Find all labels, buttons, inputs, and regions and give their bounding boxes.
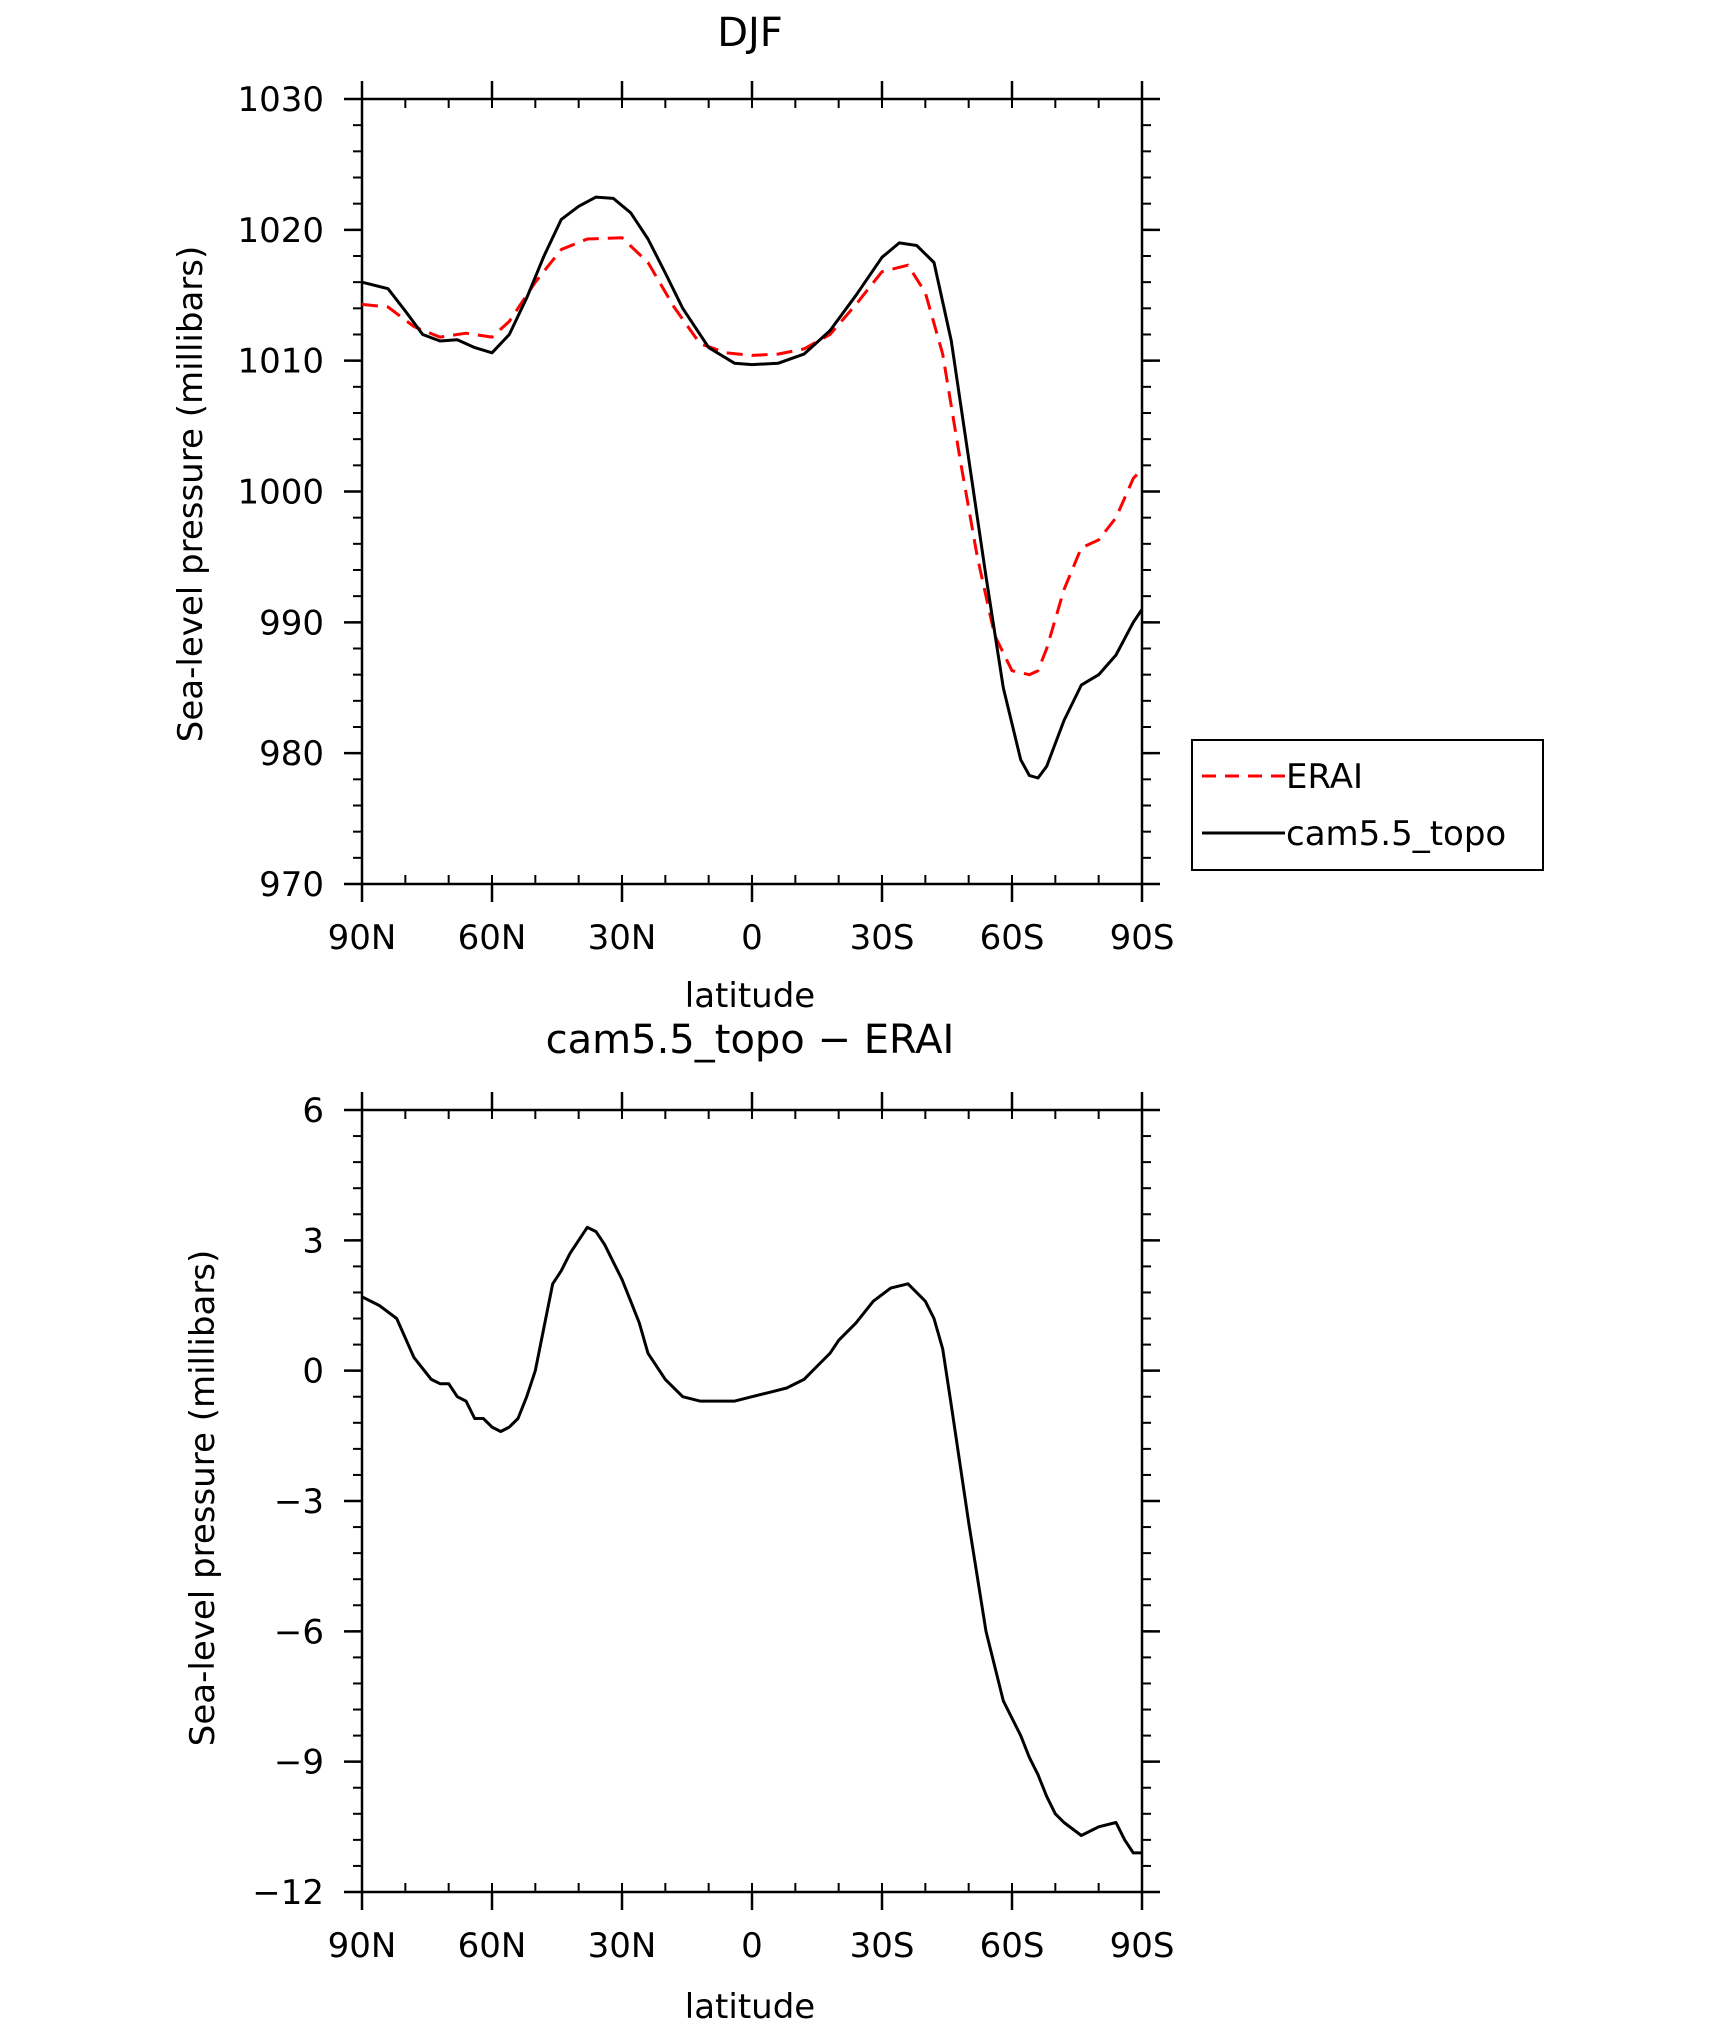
x-tick-labels: 90N 60N 30N 0 30S 60S 90S xyxy=(328,1926,1175,1966)
y-tick-labels: 970 980 990 1000 1010 1020 1030 xyxy=(237,80,324,905)
x-tick-label: 30N xyxy=(588,1926,657,1966)
x-axis-label: latitude xyxy=(685,1987,815,2021)
y-tick-label: 6 xyxy=(302,1091,324,1131)
difference-chart: cam5.5_topo − ERAI 90N 60N 30N 0 30S 60S 90S 6… xyxy=(183,1017,1174,2021)
y-tick-label: 990 xyxy=(259,603,324,643)
x-tick-label: 30N xyxy=(588,918,657,958)
x-tick-label: 90N xyxy=(328,918,397,958)
legend-label-erai: ERAI xyxy=(1286,757,1363,797)
x-tick-label: 90N xyxy=(328,1926,397,1966)
x-tick-label: 60S xyxy=(980,1926,1045,1966)
legend-box xyxy=(1191,739,1544,871)
axes-frame xyxy=(344,1092,1160,1910)
y-tick-label: −12 xyxy=(252,1873,324,1913)
x-tick-label: 90S xyxy=(1110,918,1175,958)
chart-title: DJF xyxy=(717,10,783,56)
y-tick-labels: 6 3 0 −3 −6 −9 −12 xyxy=(252,1091,324,1913)
x-tick-label: 30S xyxy=(850,1926,915,1966)
x-tick-label: 60S xyxy=(980,918,1045,958)
series-lines xyxy=(361,195,1144,780)
x-axis-label: latitude xyxy=(685,976,815,1016)
series-line xyxy=(361,1225,1142,1855)
y-tick-label: 1030 xyxy=(237,80,324,120)
y-tick-label: −6 xyxy=(274,1612,324,1652)
x-tick-labels: 90N 60N 30N 0 30S 60S 90S xyxy=(328,918,1175,958)
y-tick-label: 3 xyxy=(302,1221,324,1261)
legend: ERAI cam5.5_topo xyxy=(1191,739,1544,871)
x-tick-label: 60N xyxy=(458,918,527,958)
series-lines xyxy=(361,1225,1142,1855)
x-tick-label: 30S xyxy=(850,918,915,958)
y-axis-label: Sea-level pressure (millibars) xyxy=(183,1250,223,1746)
legend-label-cam: cam5.5_topo xyxy=(1286,814,1506,854)
y-tick-label: 980 xyxy=(259,734,324,774)
x-tick-label: 0 xyxy=(741,918,763,958)
y-tick-label: 1010 xyxy=(237,342,324,382)
x-tick-label: 60N xyxy=(458,1926,527,1966)
y-tick-label: 970 xyxy=(259,865,324,905)
chart-title: cam5.5_topo − ERAI xyxy=(546,1017,955,1063)
axes-frame xyxy=(344,81,1160,902)
y-tick-label: 0 xyxy=(302,1352,324,1392)
x-tick-label: 90S xyxy=(1110,1926,1175,1966)
sea-level-pressure-chart: DJF 90N 60N 30N 0 30S 60S 90S 970 980 990 1000 101… xyxy=(171,10,1544,1016)
x-tick-label: 0 xyxy=(741,1926,763,1966)
series-line-cam5-5-topo xyxy=(361,195,1144,780)
series-line-erai xyxy=(361,236,1144,677)
y-tick-label: 1020 xyxy=(237,211,324,251)
y-tick-label: −3 xyxy=(274,1482,324,1522)
y-axis-label: Sea-level pressure (millibars) xyxy=(171,246,211,742)
y-tick-label: 1000 xyxy=(237,473,324,513)
y-tick-label: −9 xyxy=(274,1743,324,1783)
